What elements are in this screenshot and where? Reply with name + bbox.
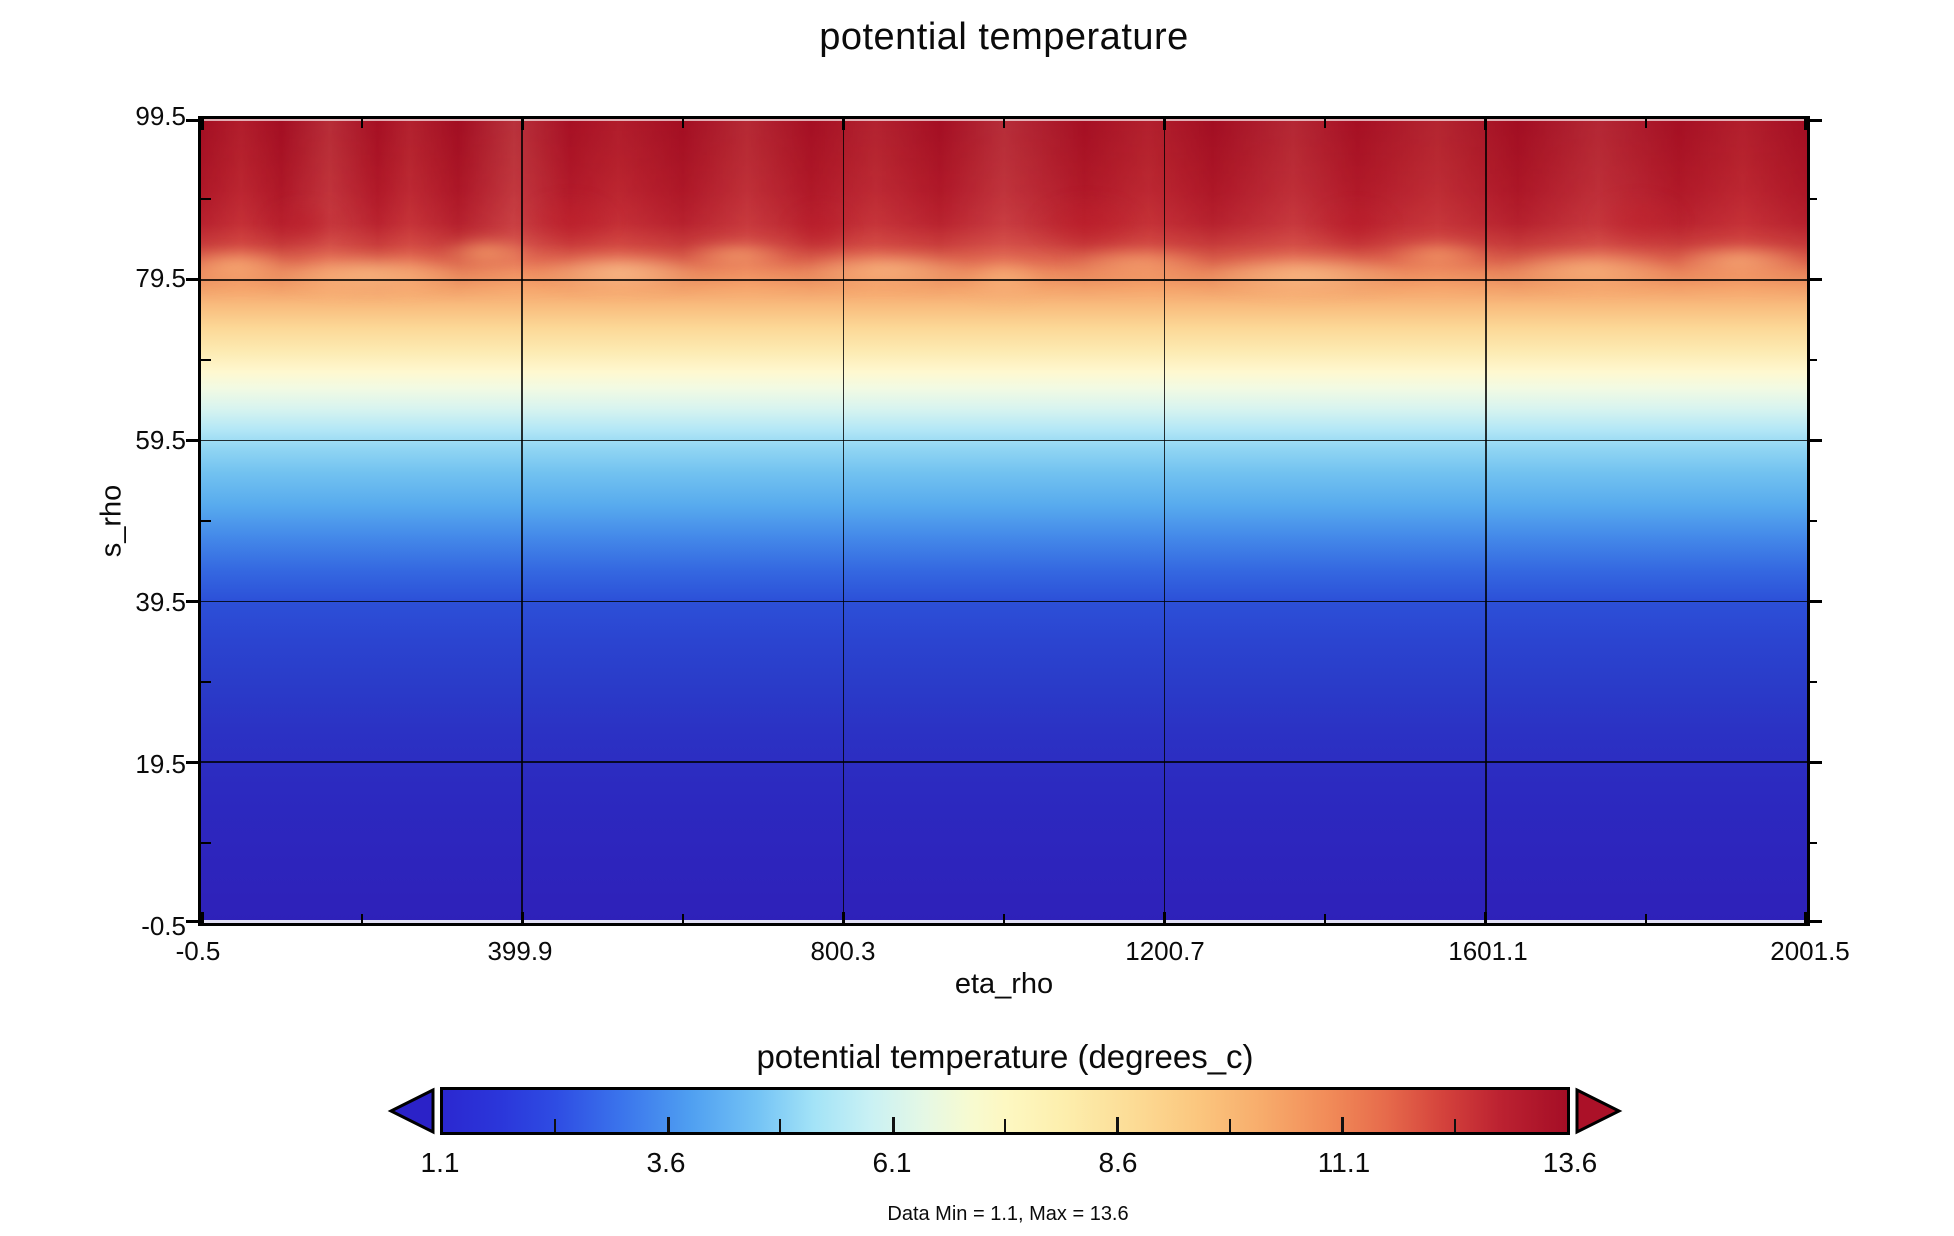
x-tick-label: 399.9 [487,936,553,966]
tick-major-left [186,119,201,122]
tick-minor-bottom [681,914,684,923]
tick-minor-left [201,680,211,683]
tick-major-bottom [1163,912,1167,923]
tick-minor-top [1645,119,1648,128]
tick-minor-right [1807,359,1817,362]
tick-major-right [1807,599,1822,603]
tick-minor-left [201,520,211,522]
tick-major-top [841,119,845,130]
tick-major-left [186,278,201,282]
x-tick-label: 1200.7 [1125,936,1205,966]
tick-major-top [520,119,524,130]
gridline-horizontal [201,600,1807,603]
tick-minor-right [1807,841,1817,844]
tick-major-right [1807,119,1822,122]
heatmap-cloud-band [201,183,1807,329]
colorbar-tick-minor [1004,1119,1006,1132]
heatmap-plot [186,116,1822,926]
colorbar-title: potential temperature (degrees_c) [756,1038,1254,1075]
data-range-footnote: Data Min = 1.1, Max = 13.6 [887,1203,1129,1225]
colorbar-tick-minor [1228,1119,1231,1132]
tick-major-right [1807,760,1822,764]
tick-major-left [186,599,201,603]
y-tick-label: 19.5 [135,749,186,779]
colorbar-tick-minor [1453,1119,1456,1132]
chart-title: potential temperature [819,16,1189,58]
tick-major-top [1484,119,1488,130]
tick-minor-right [1807,680,1817,683]
colorbar-tick-major [1116,1117,1120,1132]
gridline-vertical [1163,119,1166,923]
y-tick-label: 39.5 [135,587,186,617]
gridline-horizontal [201,279,1807,281]
colorbar-tick-minor [779,1119,782,1132]
tick-minor-top [681,119,684,128]
gridline-vertical [842,119,845,923]
colorbar-tick-label: 3.6 [646,1147,686,1178]
tick-minor-bottom [360,914,363,923]
tick-minor-right [1807,198,1817,201]
tick-minor-top [1003,119,1005,128]
colorbar-tick-label: 13.6 [1542,1147,1598,1178]
gridline-vertical [1485,119,1487,923]
tick-major-bottom [520,912,524,923]
gridline-horizontal [201,761,1807,763]
grid-and-ticks [186,119,1822,923]
tick-minor-right [1807,520,1817,522]
y-tick-label: 99.5 [135,101,186,131]
x-tick-label: -0.5 [175,936,221,966]
colorbar-tick-label: 8.6 [1098,1147,1138,1178]
colorbar-tick-label: 11.1 [1317,1147,1371,1178]
tick-major-bottom [1484,912,1488,923]
gridline-vertical [521,119,523,923]
tick-minor-top [360,119,363,128]
colorbar-tick-label: 1.1 [420,1147,460,1178]
tick-minor-top [1324,119,1327,128]
colorbar-tick-major [666,1117,670,1132]
tick-major-right [1807,439,1822,443]
tick-major-left [186,439,201,443]
tick-minor-bottom [1324,914,1327,923]
x-tick-label: 1601.1 [1448,936,1528,966]
tick-major-bottom [841,912,845,923]
y-tick-label: -0.5 [141,911,186,941]
colorbar-tick-minor [554,1119,557,1132]
colorbar [440,1087,1570,1135]
tick-major-top [1804,119,1807,130]
tick-minor-bottom [1003,914,1005,923]
x-axis-label: eta_rho [954,968,1054,1000]
tick-major-bottom [201,912,204,923]
tick-minor-bottom [1645,914,1648,923]
colorbar-extend-right-arrow-icon [1575,1087,1623,1135]
tick-major-top [201,119,204,130]
tick-major-right [1807,920,1822,923]
tick-major-top [1163,119,1167,130]
tick-minor-left [201,198,211,201]
colorbar-tick-major [1341,1117,1345,1132]
colorbar-tick-major [891,1117,895,1132]
colorbar-tick-label: 6.1 [872,1147,912,1178]
colorbar-extend-left-arrow-icon [387,1087,435,1135]
gridline-horizontal [201,439,1807,442]
tick-major-left [186,920,201,923]
tick-major-bottom [1804,912,1807,923]
y-tick-label: 59.5 [135,425,186,455]
y-axis-label: s_rho [95,484,128,558]
heatmap-image [201,119,1807,923]
x-tick-label: 800.3 [810,936,876,966]
y-tick-label: 79.5 [135,263,186,293]
tick-minor-left [201,359,211,362]
tick-major-left [186,760,201,764]
x-tick-label: 2001.5 [1770,936,1850,966]
tick-minor-left [201,841,211,844]
colorbar-ticks [443,1090,1567,1132]
tick-major-right [1807,278,1822,282]
